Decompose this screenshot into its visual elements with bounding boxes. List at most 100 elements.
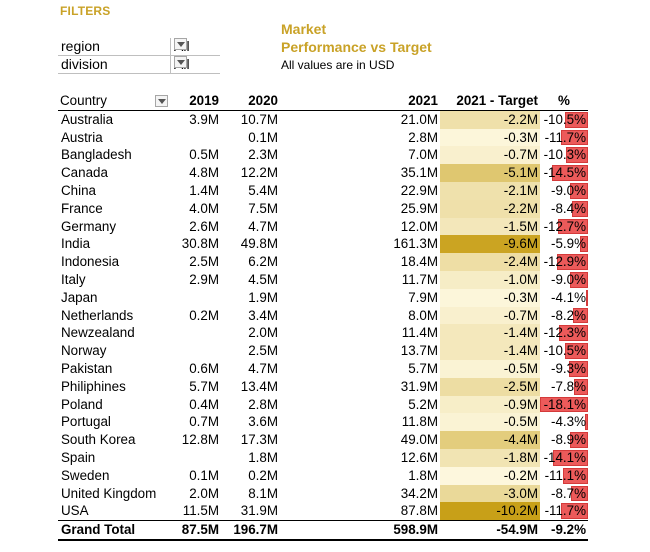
country-cell: Germany: [61, 218, 117, 234]
country-cell: Pakistan: [61, 360, 113, 376]
pct-value: -10.3%: [543, 147, 586, 163]
column-header-target: 2021 - Target: [440, 92, 540, 111]
country-cell: Philiphines: [61, 378, 126, 394]
target-diff-cell: -1.0M: [440, 270, 540, 289]
pct-data-bar: [569, 271, 588, 288]
pct-cell: -9.0%: [540, 271, 588, 289]
country-cell: Italy: [61, 271, 86, 287]
country-cell: Norway: [61, 343, 107, 359]
chevron-down-icon[interactable]: [174, 56, 187, 68]
value-2021-cell: 11.4M: [401, 325, 438, 341]
target-diff-cell: -3.0M: [440, 484, 540, 503]
divider: [58, 73, 220, 74]
pct-value: -4.3%: [551, 414, 586, 430]
value-2021-cell: 87.8M: [400, 503, 438, 519]
country-cell: China: [61, 182, 96, 198]
value-2020-cell: 1.8M: [248, 449, 278, 465]
pct-value: -11.7%: [544, 503, 586, 519]
pct-cell: -8.7%: [540, 485, 588, 503]
pct-value: -9.0%: [551, 182, 586, 198]
value-2021-cell: 1.8M: [408, 467, 438, 483]
pct-cell: -11.7%: [540, 129, 588, 147]
pct-cell: -4.3%: [540, 413, 588, 431]
country-cell: Netherlands: [61, 307, 134, 323]
report-subtitle: All values are in USD: [281, 58, 395, 72]
pct-cell: -9.0%: [540, 182, 588, 200]
country-cell: India: [61, 236, 91, 252]
pct-value: -12.9%: [543, 254, 586, 270]
value-2019-cell: 4.0M: [189, 200, 219, 216]
target-diff-cell: -1.5M: [440, 217, 540, 236]
pct-data-bar: [569, 182, 588, 199]
pct-cell: -18.1%: [540, 396, 588, 414]
table-row: Japan 1.9M 7.9M -0.3M -4.1%: [58, 288, 588, 307]
grand-total-row: Grand Total 87.5M 196.7M 598.9M -54.9M -…: [58, 520, 588, 541]
value-2019-cell: 0.7M: [189, 414, 219, 430]
target-diff-cell: -0.2M: [440, 466, 540, 485]
value-2021-cell: 12.0M: [400, 218, 438, 234]
value-2020-cell: 6.2M: [248, 254, 278, 270]
pct-data-bar: [573, 378, 588, 395]
country-cell: South Korea: [61, 432, 136, 448]
table-row: Spain 1.8M 12.6M -1.8M -14.1%: [58, 448, 588, 467]
column-header-2020: 2020: [221, 92, 280, 111]
country-cell: Japan: [61, 289, 98, 305]
value-2021-cell: 22.9M: [400, 182, 438, 198]
filter-region-select[interactable]: All: [170, 38, 219, 55]
pct-value: -8.9%: [551, 432, 586, 448]
value-2020-cell: 17.3M: [240, 432, 278, 448]
pct-cell: -11.7%: [540, 502, 588, 520]
grand-total-2020: 196.7M: [221, 520, 280, 541]
table-row: India 30.8M 49.8M 161.3M -9.6M -5.9%: [58, 235, 588, 254]
target-diff-cell: -4.4M: [440, 431, 540, 449]
pct-data-bar: [586, 289, 588, 306]
country-cell: USA: [61, 503, 89, 519]
filter-dropdown-icon[interactable]: [155, 95, 168, 107]
value-2021-cell: 34.2M: [400, 485, 438, 501]
country-cell: United Kingdom: [61, 485, 157, 501]
table-row: Pakistan 0.6M 4.7M 5.7M -0.5M -9.3%: [58, 359, 588, 378]
table-row: Norway 2.5M 13.7M -1.4M -10.5%: [58, 342, 588, 360]
target-diff-cell: -0.5M: [440, 413, 540, 432]
value-2020-cell: 4.7M: [248, 360, 278, 376]
pct-value: -12.3%: [543, 325, 586, 341]
value-2020-cell: 13.4M: [240, 378, 278, 394]
value-2020-cell: 5.4M: [248, 182, 278, 198]
value-2021-cell: 5.7M: [408, 360, 438, 376]
target-diff-cell: -2.4M: [440, 253, 540, 271]
country-cell: Poland: [61, 396, 103, 412]
pct-data-bar: [557, 218, 588, 235]
report-title: Market Performance vs Target: [281, 20, 432, 56]
pct-cell: -10.3%: [540, 146, 588, 164]
pct-value: -11.7%: [544, 129, 586, 145]
pct-value: -4.1%: [551, 289, 586, 305]
value-2021-cell: 11.7M: [401, 271, 438, 287]
country-cell: Indonesia: [61, 254, 120, 270]
filter-region[interactable]: region All: [58, 38, 218, 56]
target-diff-cell: -1.4M: [440, 342, 540, 360]
value-2020-cell: 0.1M: [248, 129, 278, 145]
filter-division-select[interactable]: All: [170, 56, 219, 73]
filter-division[interactable]: division All: [58, 56, 218, 74]
pct-value: -18.1%: [543, 396, 586, 412]
column-header-country[interactable]: Country: [58, 92, 171, 111]
value-2021-cell: 5.2M: [408, 396, 438, 412]
table-row: Sweden 0.1M 0.2M 1.8M -0.2M -11.1%: [58, 466, 588, 485]
table-header-row: Country 2019 2020 2021 2021 - Target %: [58, 92, 588, 111]
chevron-down-icon[interactable]: [174, 38, 187, 50]
table-row: France 4.0M 7.5M 25.9M -2.2M -8.4%: [58, 199, 588, 218]
pct-cell: -10.5%: [540, 342, 588, 360]
table-row: China 1.4M 5.4M 22.9M -2.1M -9.0%: [58, 181, 588, 200]
value-2021-cell: 161.3M: [393, 236, 438, 252]
value-2019-cell: [171, 324, 221, 342]
pct-cell: -8.2%: [540, 307, 588, 325]
pct-cell: -8.4%: [540, 200, 588, 218]
table-row: Portugal 0.7M 3.6M 11.8M -0.5M -4.3%: [58, 413, 588, 432]
value-2019-cell: [171, 289, 221, 307]
table-row: Bangladesh 0.5M 2.3M 7.0M -0.7M -10.3%: [58, 146, 588, 165]
value-2021-cell: 13.7M: [400, 343, 438, 359]
filter-region-label: region: [61, 38, 100, 54]
value-2020-cell: 2.8M: [248, 396, 278, 412]
pct-data-bar: [553, 449, 588, 466]
country-cell: Spain: [61, 449, 96, 465]
